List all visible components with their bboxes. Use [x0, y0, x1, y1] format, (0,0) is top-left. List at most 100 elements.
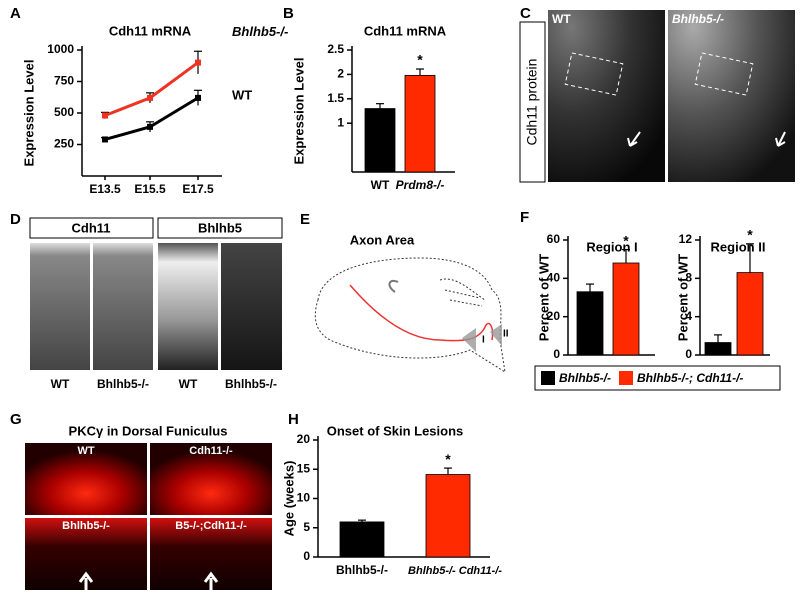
side-box	[519, 21, 546, 183]
panel-g: G PKCγ in Dorsal Funiculus WT Cdh11-/- B…	[10, 411, 272, 590]
chart-title: Cdh11 mRNA	[364, 23, 447, 38]
brain-outline	[314, 257, 506, 374]
legend-box	[534, 365, 781, 391]
image-label: WT	[51, 377, 70, 391]
bar	[736, 272, 764, 356]
x-tick-label: E15.5	[134, 182, 166, 196]
y-axis-label: Age (weeks)	[281, 461, 296, 537]
image-label: WT	[552, 12, 571, 26]
annotation: *	[445, 451, 451, 467]
image-label: B5-/-;Cdh11-/-	[175, 520, 247, 532]
y-tick-label: 0	[685, 347, 692, 361]
panel-letter: C	[520, 5, 531, 22]
side-label: Cdh11 protein	[524, 59, 540, 146]
annotation: *	[623, 232, 629, 248]
axon-path	[349, 284, 494, 342]
panel-letter: A	[10, 5, 21, 22]
bar	[576, 291, 604, 356]
header: Cdh11	[71, 220, 110, 235]
y-tick-label: 5	[303, 520, 310, 534]
x-tick-label: Bhlhb5-/-	[336, 563, 388, 577]
arrow	[78, 571, 94, 590]
y-tick-label: 500	[54, 105, 74, 119]
legend-label: WT	[232, 87, 252, 102]
point	[102, 112, 108, 119]
panel-c: C Cdh11 protein WT Bhlhb5-/-	[519, 5, 795, 183]
panel-letter: H	[288, 411, 299, 428]
region-marker	[462, 328, 476, 352]
y-axis-label: Percent of WT	[675, 254, 690, 341]
image-label: Bhlhb5-/-	[97, 377, 149, 391]
y-tick-label: 750	[54, 74, 74, 88]
panel-letter: G	[10, 411, 22, 428]
cerebellum	[439, 278, 486, 307]
y-tick-label: 20	[547, 309, 561, 323]
bar	[404, 74, 436, 173]
image-label: Bhlhb5-/-	[672, 12, 724, 26]
legend-label: Bhlhb5-/-	[232, 24, 288, 39]
y-tick-label: 1	[337, 115, 344, 129]
x-tick-label: E13.5	[89, 182, 121, 196]
y-tick-label: 40	[547, 271, 561, 285]
y-tick-label: 2	[337, 67, 344, 81]
y-tick-label: 10	[297, 491, 311, 505]
arrow	[203, 571, 219, 590]
hippocampus	[388, 279, 399, 293]
chart-title: Cdh11 mRNA	[109, 23, 192, 38]
micrograph	[158, 243, 218, 370]
point	[102, 136, 108, 143]
chart-title: Onset of Skin Lesions	[327, 423, 464, 438]
annotation: *	[747, 227, 753, 243]
arrow	[775, 131, 786, 147]
subplot-title: Region II	[711, 239, 766, 254]
panel-letter: E	[300, 211, 310, 228]
y-tick-label: 1000	[47, 42, 74, 56]
arrow	[627, 131, 641, 147]
panel-d: D Cdh11 Bhlhb5 WT Bhlhb5-/- WT Bhlhb5-/-	[10, 211, 283, 391]
region-label: II	[503, 329, 509, 340]
panel-letter: B	[283, 5, 294, 22]
micrograph	[221, 243, 282, 370]
image-label: Bhlhb5-/-	[225, 377, 277, 391]
legend-label: Bhlhb5-/-	[559, 371, 611, 385]
image-label: WT	[77, 445, 94, 457]
panel-letter: D	[10, 211, 21, 228]
diagram-title: Axon Area	[350, 232, 415, 247]
y-tick-label: 1.5	[327, 91, 344, 105]
point	[147, 123, 153, 130]
y-tick-label: 60	[547, 232, 561, 246]
image-title: PKCγ in Dorsal Funiculus	[69, 423, 228, 438]
bar	[339, 521, 385, 558]
bar	[364, 108, 396, 173]
y-tick-label: 20	[297, 432, 311, 446]
panel-letter: F	[520, 209, 529, 226]
y-tick-label: 2.5	[327, 42, 344, 56]
annotation: *	[417, 52, 423, 68]
image-label: WT	[179, 377, 198, 391]
bar	[425, 474, 471, 558]
point	[147, 94, 153, 101]
bar	[704, 342, 732, 356]
header-box	[29, 217, 154, 239]
bar	[612, 262, 640, 356]
image-label: Cdh11-/-	[189, 445, 233, 457]
legend-label: Bhlhb5-/-; Cdh11-/-	[637, 371, 743, 385]
y-tick-label: 250	[54, 137, 74, 151]
point	[195, 94, 201, 101]
header: Bhlhb5	[198, 220, 242, 235]
x-tick-label: Bhlhb5-/- Cdh11-/-	[408, 565, 502, 577]
micrograph	[668, 10, 795, 182]
region-label: I	[482, 335, 485, 346]
y-tick-label: 0	[553, 347, 560, 361]
y-axis-label: Expression Level	[21, 60, 36, 167]
micrograph	[25, 443, 147, 515]
series-line	[104, 96, 199, 141]
legend-swatch	[541, 371, 555, 385]
micrograph	[150, 443, 272, 515]
y-tick-label: 15	[297, 461, 311, 475]
y-tick-label: 4	[685, 309, 692, 323]
legend-swatch	[619, 371, 633, 385]
panel-e: E Axon Area I II	[300, 211, 509, 374]
point	[195, 59, 201, 66]
